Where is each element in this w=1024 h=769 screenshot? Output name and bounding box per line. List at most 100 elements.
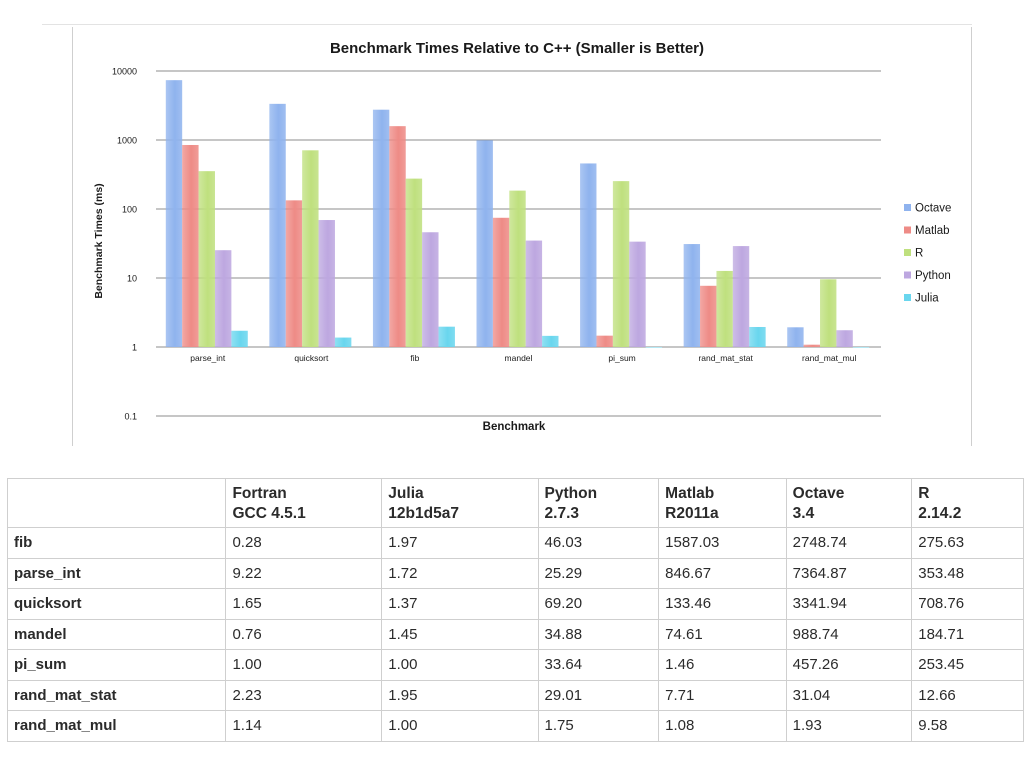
- bar-octave-pi_sum: [580, 163, 597, 347]
- legend-label-julia: Julia: [915, 293, 939, 305]
- table-cell: 1.95: [381, 679, 539, 711]
- y-tick-label: 10: [127, 274, 137, 284]
- table-cell: 12.66: [911, 679, 1024, 711]
- header-line1: Octave: [792, 485, 845, 502]
- bar-matlab-rand_mat_stat: [700, 285, 717, 347]
- bar-julia-parse_int: [231, 330, 248, 347]
- table-cell: 0.76: [225, 618, 383, 650]
- table-row: parse_int 9.22 1.72 25.29 846.67 7364.87 353.4…: [6, 557, 1024, 589]
- legend-swatch-r: [904, 249, 911, 256]
- table-cell: 25.29: [537, 557, 660, 589]
- bar-r-pi_sum: [612, 181, 630, 347]
- header-line1: R: [918, 485, 930, 502]
- table-row: rand_mat_stat 2.23 1.95 29.01 7.71 31.04 12.66: [6, 679, 1024, 711]
- chart-container: Benchmark Times Relative to C++ (Smaller…: [72, 27, 972, 446]
- table-cell: 457.26: [785, 649, 913, 681]
- table-cell: 69.20: [537, 588, 660, 620]
- bar-matlab-mandel: [492, 217, 510, 347]
- benchmark-chart: Benchmark Times Relative to C++ (Smaller…: [93, 40, 951, 433]
- bar-julia-rand_mat_mul: [852, 347, 870, 348]
- bar-octave-fib: [372, 109, 390, 348]
- bar-python-parse_int: [214, 250, 232, 347]
- table-cell: 1587.03: [658, 527, 787, 559]
- table-cell: 1.00: [381, 649, 539, 681]
- table-cell: 1.46: [658, 649, 787, 681]
- table-cell: 74.61: [658, 618, 787, 650]
- bar-r-fib: [405, 178, 423, 347]
- y-tick-label: 0.1: [124, 412, 137, 422]
- bar-octave-mandel: [476, 140, 493, 347]
- table-header-cell: Octave 3.4: [785, 478, 913, 528]
- table-row: fib 0.28 1.97 46.03 1587.03 2748.74 275.63: [6, 527, 1024, 559]
- table-header-row: Fortran GCC 4.5.1 Julia 12b1d5a7 Python 2.7.3…: [6, 478, 1024, 528]
- table-cell: 0.28: [225, 527, 383, 559]
- y-tick-label: 1: [132, 343, 137, 353]
- legend-swatch-julia: [904, 294, 911, 301]
- table-cell: 7364.87: [785, 557, 913, 589]
- bar-python-mandel: [525, 240, 543, 347]
- y-tick-labels: 0.1 1 10 100 1000 10000: [112, 67, 137, 422]
- x-axis-label: Benchmark: [483, 421, 546, 433]
- table-cell: 46.03: [537, 527, 660, 559]
- table-row: rand_mat_mul 1.14 1.00 1.75 1.08 1.93 9.58: [6, 710, 1024, 742]
- header-line2: 3.4: [792, 505, 815, 522]
- table-cell: 3341.94: [785, 588, 913, 620]
- table-cell: 253.45: [911, 649, 1024, 681]
- bar-python-rand_mat_mul: [836, 330, 853, 347]
- table-cell: 1.75: [537, 710, 660, 742]
- table-cell: 33.64: [537, 649, 660, 681]
- bar-octave-rand_mat_mul: [787, 327, 804, 347]
- bar-matlab-fib: [389, 126, 406, 347]
- header-line2: 2.14.2: [918, 505, 962, 522]
- bar-python-rand_mat_stat: [732, 246, 750, 347]
- table-cell: 1.00: [225, 649, 383, 681]
- chart-title: Benchmark Times Relative to C++ (Smaller…: [330, 40, 704, 57]
- bar-r-rand_mat_stat: [716, 270, 733, 347]
- header-line1: Matlab: [665, 485, 715, 502]
- x-tick-label: rand_mat_stat: [698, 353, 753, 363]
- table-cell: 7.71: [658, 679, 787, 711]
- legend-swatch-matlab: [904, 226, 911, 234]
- legend-label-octave: Octave: [915, 203, 951, 215]
- table-row: mandel 0.76 1.45 34.88 74.61 988.74 184.71: [6, 618, 1024, 650]
- header-line1: Julia: [388, 485, 424, 502]
- bar-python-pi_sum: [629, 241, 646, 347]
- row-label: fib: [6, 527, 227, 559]
- x-tick-label: pi_sum: [608, 353, 635, 363]
- bar-r-mandel: [509, 190, 526, 347]
- table-row: pi_sum 1.00 1.00 33.64 1.46 457.26 253.45: [6, 649, 1024, 681]
- table-header-cell: R 2.14.2: [911, 478, 1024, 528]
- bar-julia-rand_mat_stat: [749, 326, 766, 347]
- header-line1: Fortran: [232, 485, 287, 502]
- table-cell: 708.76: [911, 588, 1024, 620]
- table-cell: 133.46: [658, 588, 787, 620]
- x-tick-labels: parse_int quicksort fib mandel pi_sum rand_ma…: [190, 353, 856, 363]
- table-header-cell: Fortran GCC 4.5.1: [225, 478, 383, 528]
- legend-label-matlab: Matlab: [915, 225, 950, 237]
- top-divider: [42, 24, 972, 25]
- table-cell: 184.71: [911, 618, 1024, 650]
- row-label: mandel: [6, 618, 227, 650]
- table-cell: 1.72: [381, 557, 539, 589]
- table-cell: 2748.74: [785, 527, 913, 559]
- table-header-cell: Julia 12b1d5a7: [381, 478, 539, 528]
- y-tick-label: 100: [122, 205, 137, 215]
- table-cell: 1.00: [381, 710, 539, 742]
- table-cell: 9.58: [911, 710, 1024, 742]
- row-label: parse_int: [6, 557, 227, 589]
- bar-matlab-rand_mat_mul: [803, 344, 821, 347]
- row-label: rand_mat_stat: [6, 679, 227, 711]
- table-row: quicksort 1.65 1.37 69.20 133.46 3341.94 708.7…: [6, 588, 1024, 620]
- table-cell: 275.63: [911, 527, 1024, 559]
- bar-octave-parse_int: [165, 80, 183, 348]
- bar-r-quicksort: [302, 150, 319, 347]
- header-line1: Python: [544, 485, 598, 502]
- table-cell: 353.48: [911, 557, 1024, 589]
- y-tick-label: 10000: [112, 67, 137, 77]
- x-tick-label: quicksort: [294, 353, 329, 363]
- table-cell: 29.01: [537, 679, 660, 711]
- table-cell: 988.74: [785, 618, 913, 650]
- x-tick-label: parse_int: [190, 353, 226, 363]
- bar-julia-mandel: [542, 335, 559, 347]
- table-body: fib 0.28 1.97 46.03 1587.03 2748.74 275.63 pars…: [6, 527, 1024, 742]
